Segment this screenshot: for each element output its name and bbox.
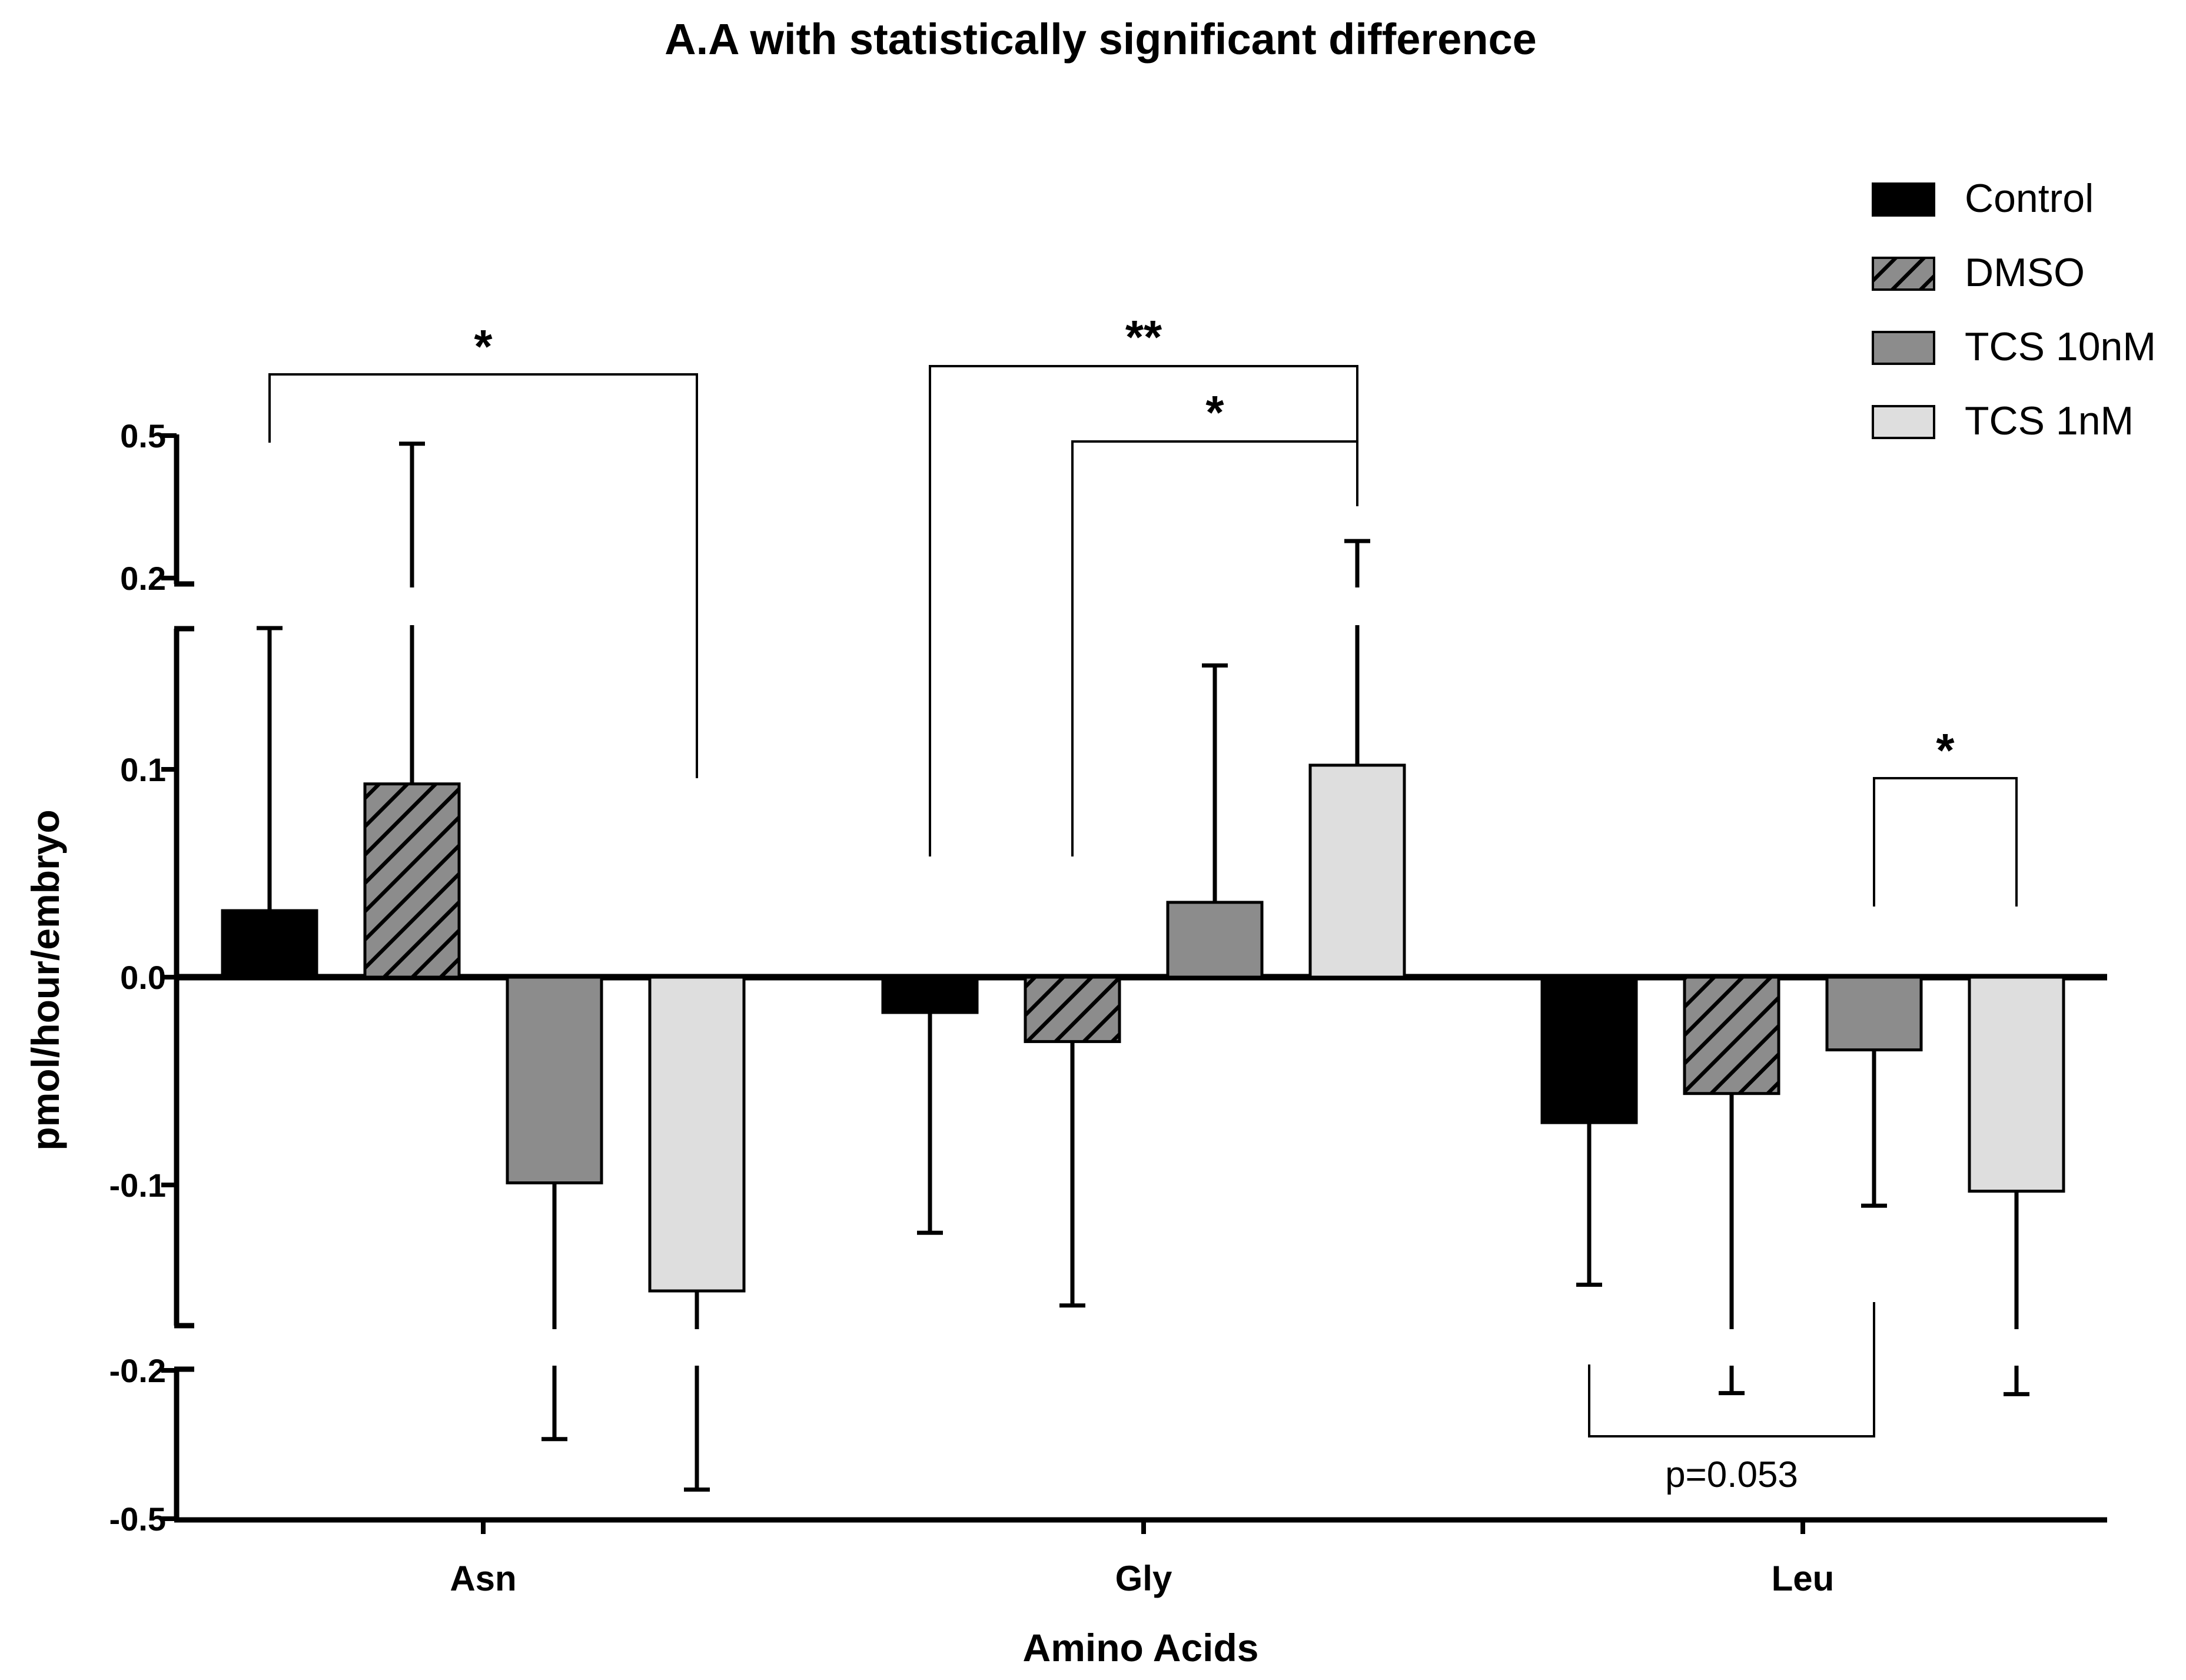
y-tick-labels: -0.5 -0.2 -0.1 0.0 0.1 0.2 0.5 [109,417,177,1538]
significance-bracket [1873,777,2018,907]
significance-label: * [1205,386,1224,439]
significance-label: ** [1125,311,1162,363]
y-tick-label: 0.0 [120,959,166,996]
y-tick-label: 0.2 [120,560,166,597]
y-tick-label: -0.5 [109,1500,167,1538]
legend-label: TCS 1nM [1965,399,2134,443]
legend-swatch [1872,257,1935,291]
legend-label: TCS 10nM [1965,324,2156,369]
bar [363,782,461,979]
bar [1825,975,1923,1052]
bar [1166,901,1264,979]
axis-break-gap [200,1329,2142,1366]
legend-swatch [1872,182,1935,217]
y-tick-label: 0.5 [120,417,166,454]
bar [1683,975,1780,1095]
bar [1308,763,1406,979]
bar [1024,975,1121,1043]
significance-annotations: * ****p=0.053 [268,311,2018,1495]
significance-bracket [1071,440,1358,856]
y-tick-label: -0.1 [109,1167,167,1204]
significance-label: * [474,320,493,373]
significance-bracket [1588,1302,1875,1437]
bar [221,909,318,979]
significance-label: * [1936,724,1955,776]
axis-break-gap [200,587,2142,625]
bar [881,975,979,1014]
legend-swatch [1872,405,1935,439]
legend-label: Control [1965,176,2094,221]
significance-bracket [268,373,698,778]
legend: Control DMSO TCS 10nM TCS 1nM [1872,176,2156,443]
error-bars [200,441,2142,1492]
x-axis-label: Amino Acids [1023,1626,1259,1669]
bars [221,763,2065,1293]
significance-bracket [929,365,1358,856]
bar [648,975,746,1293]
legend-swatch [1872,331,1935,365]
x-tick-label: Asn [450,1559,516,1598]
axes [174,434,2107,1523]
p-value-label: p=0.053 [1665,1455,1798,1495]
x-tick-label: Leu [1772,1559,1835,1598]
legend-label: DMSO [1965,250,2085,295]
x-tick-labels: Asn Gly Leu [450,1520,1834,1598]
bar [1968,975,2065,1193]
y-tick-label: -0.2 [109,1352,167,1389]
y-tick-label: 0.1 [120,751,166,788]
bar [1540,975,1638,1124]
bar [506,975,603,1184]
x-tick-label: Gly [1115,1559,1172,1598]
chart-title: A.A with statistically significant diffe… [665,15,1537,64]
y-axis-label: pmol/hour/embryo [24,809,67,1150]
